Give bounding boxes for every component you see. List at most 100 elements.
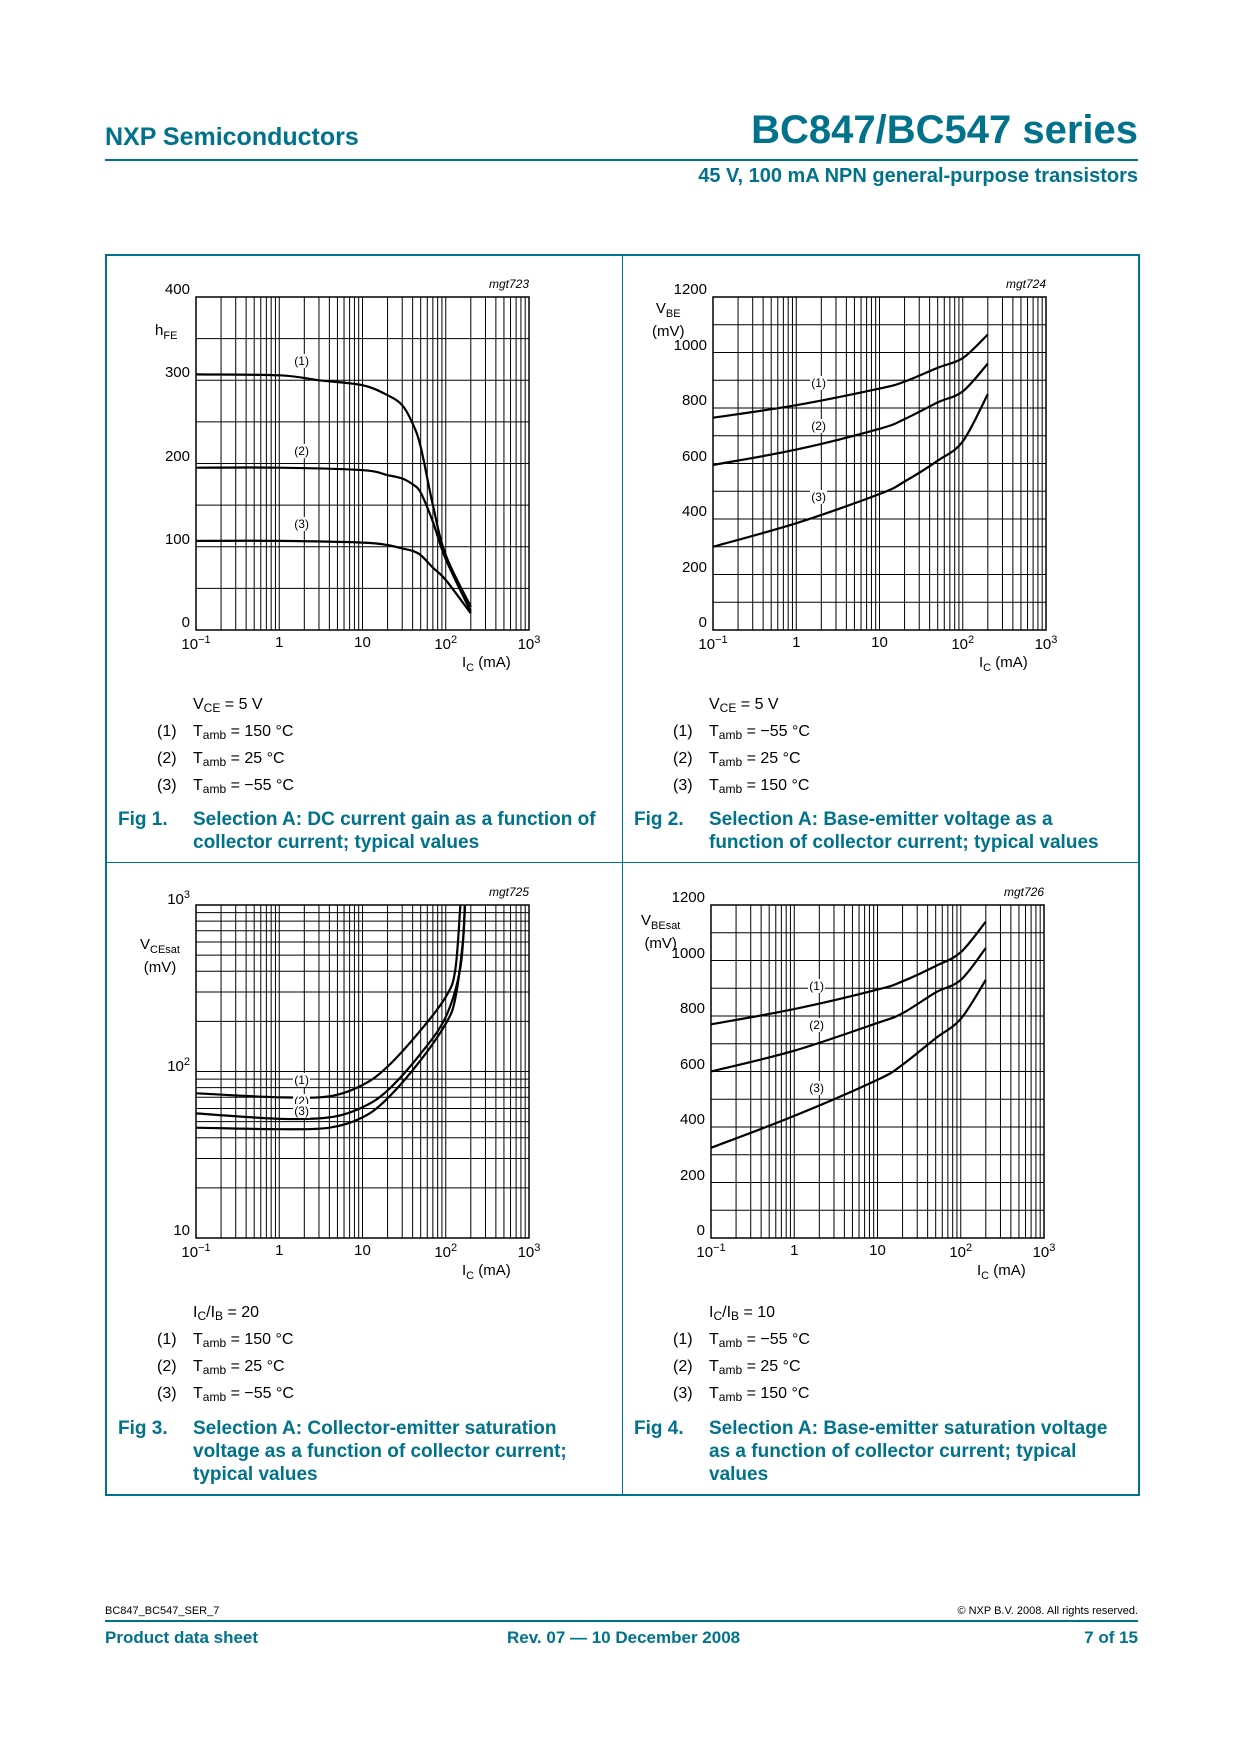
figure-label: Fig 3. bbox=[118, 1417, 168, 1440]
x-tick-label: 103 bbox=[1014, 1242, 1074, 1261]
tick-label-text: 0 bbox=[181, 614, 190, 631]
y-tick-label: 1200 bbox=[674, 281, 707, 298]
legend-entry: Tamb = 25 °C bbox=[709, 1358, 801, 1377]
series-curve-2 bbox=[712, 362, 989, 466]
series-curve-1 bbox=[195, 904, 462, 1099]
axis-label-sub: C bbox=[466, 662, 475, 674]
tick-label-text: 1200 bbox=[673, 281, 707, 298]
legend-symbol: T bbox=[193, 723, 203, 740]
chart-code: mgt724 bbox=[1006, 277, 1046, 291]
legend-sub: amb bbox=[718, 1390, 743, 1404]
tick-label-text: 10 bbox=[181, 1244, 199, 1261]
tick-label-text: 300 bbox=[164, 364, 190, 382]
legend-number: (2) bbox=[673, 750, 693, 768]
series-curve-3 bbox=[195, 539, 472, 615]
tick-label-text: 10 bbox=[354, 1242, 371, 1259]
tick-label-text: 200 bbox=[681, 558, 707, 576]
tick-exponent: −1 bbox=[715, 634, 728, 646]
figure-caption: Selection A: DC current gain as a functi… bbox=[193, 808, 596, 854]
tick-exponent: 3 bbox=[183, 889, 190, 901]
document-title: BC847/BC547 series bbox=[751, 108, 1138, 152]
legend-number: (3) bbox=[673, 1385, 693, 1403]
tick-label-text: 1 bbox=[792, 634, 801, 651]
figure-condition: IC/IB = 20 bbox=[193, 1304, 259, 1323]
legend-sub: amb bbox=[718, 782, 743, 796]
series-label-text: (3) bbox=[294, 1104, 309, 1119]
x-axis-label: IC (mA) bbox=[462, 1262, 511, 1282]
legend-entry: Tamb = 150 °C bbox=[193, 723, 293, 742]
figure-caption: Selection A: Base-emitter saturation vol… bbox=[709, 1417, 1107, 1486]
chart-4 bbox=[710, 904, 1045, 1239]
tick-label-text: 10 bbox=[167, 1057, 184, 1075]
tick-label-text: 1000 bbox=[673, 336, 707, 354]
axis-label-unit: (mV) bbox=[143, 959, 177, 976]
tick-label-text: 1000 bbox=[671, 944, 705, 962]
axis-label-sub: BE bbox=[665, 308, 681, 320]
tick-label-text: 10 bbox=[173, 1222, 190, 1239]
legend-value: = −55 °C bbox=[226, 1385, 294, 1402]
tick-exponent: 3 bbox=[534, 1242, 541, 1254]
series-label-3: (3) bbox=[808, 1081, 825, 1096]
axis-label-sub: C bbox=[983, 662, 992, 674]
y-tick-label: 400 bbox=[680, 1111, 705, 1128]
figure-caption: Selection A: Collector-emitter saturatio… bbox=[193, 1417, 567, 1486]
condition-sub: CE bbox=[719, 701, 737, 715]
tick-label-text: 10 bbox=[696, 1244, 714, 1261]
y-tick-label: 100 bbox=[165, 531, 190, 548]
legend-symbol: T bbox=[709, 750, 719, 767]
axis-label-main: V bbox=[655, 300, 666, 317]
tick-label-text: 400 bbox=[679, 1111, 705, 1128]
legend-value: = 150 °C bbox=[226, 723, 294, 740]
series-label-2: (2) bbox=[808, 1018, 825, 1033]
series-label-text: (3) bbox=[294, 517, 309, 532]
footer-doc-type: Product data sheet bbox=[105, 1628, 259, 1647]
tick-label-text: 200 bbox=[164, 447, 190, 465]
legend-symbol: T bbox=[193, 777, 203, 794]
x-tick-label: 10−1 bbox=[683, 634, 743, 653]
x-tick-label: 1 bbox=[764, 1242, 824, 1259]
axis-label-sub: CEsat bbox=[150, 944, 180, 956]
chart-code-text: mgt725 bbox=[488, 885, 529, 899]
figure-caption-line: as a function of collector current; typi… bbox=[709, 1441, 1077, 1462]
legend-number-text: (2) bbox=[673, 750, 693, 767]
chart-code: mgt725 bbox=[489, 885, 529, 899]
company-name: NXP Semiconductors bbox=[105, 123, 359, 151]
chart-1 bbox=[195, 296, 530, 631]
y-tick-label: 1000 bbox=[672, 945, 705, 962]
y-tick-label: 200 bbox=[680, 1167, 705, 1184]
tick-label-text: 10 bbox=[354, 634, 371, 651]
condition-sub: C bbox=[197, 1309, 207, 1323]
figure-caption-line: function of collector current; typical v… bbox=[709, 832, 1099, 853]
legend-entry: Tamb = 150 °C bbox=[193, 1331, 293, 1350]
legend-number: (3) bbox=[157, 777, 177, 795]
x-tick-label: 10−1 bbox=[166, 1242, 226, 1261]
tick-label-text: 600 bbox=[681, 447, 707, 465]
y-tick-label: 200 bbox=[165, 448, 190, 465]
x-tick-label: 103 bbox=[499, 1242, 559, 1261]
y-axis-label: VCEsat (mV) bbox=[140, 936, 180, 976]
tick-label-text: 400 bbox=[164, 281, 190, 298]
legend-value: = −55 °C bbox=[742, 723, 810, 740]
legend-number-text: (2) bbox=[157, 750, 177, 767]
condition-text: V bbox=[193, 696, 204, 713]
footer-copyright: © NXP B.V. 2008. All rights reserved. bbox=[957, 1605, 1138, 1617]
tick-label-text: 10 bbox=[1032, 1244, 1050, 1261]
y-tick-label: 102 bbox=[167, 1056, 190, 1075]
tick-exponent: 2 bbox=[966, 1242, 973, 1254]
axis-label-main: I bbox=[462, 654, 467, 671]
legend-number: (1) bbox=[673, 1331, 693, 1349]
y-tick-label: 10 bbox=[173, 1222, 190, 1239]
axis-label-main: I bbox=[979, 654, 984, 671]
tick-label-text: 100 bbox=[164, 530, 190, 548]
condition-text: = 5 V bbox=[220, 696, 263, 713]
legend-symbol: T bbox=[709, 1331, 719, 1348]
footer-divider bbox=[105, 1620, 1138, 1622]
tick-label-text: 10 bbox=[517, 1244, 535, 1261]
series-label-3: (3) bbox=[293, 1104, 310, 1119]
tick-exponent: −1 bbox=[713, 1242, 726, 1254]
figure-condition: VCE = 5 V bbox=[709, 696, 779, 715]
series-label-2: (2) bbox=[293, 444, 310, 459]
y-axis-label: VBE (mV) bbox=[652, 300, 685, 340]
axis-label-rest: (mA) bbox=[989, 1262, 1026, 1279]
condition-text: V bbox=[709, 696, 720, 713]
